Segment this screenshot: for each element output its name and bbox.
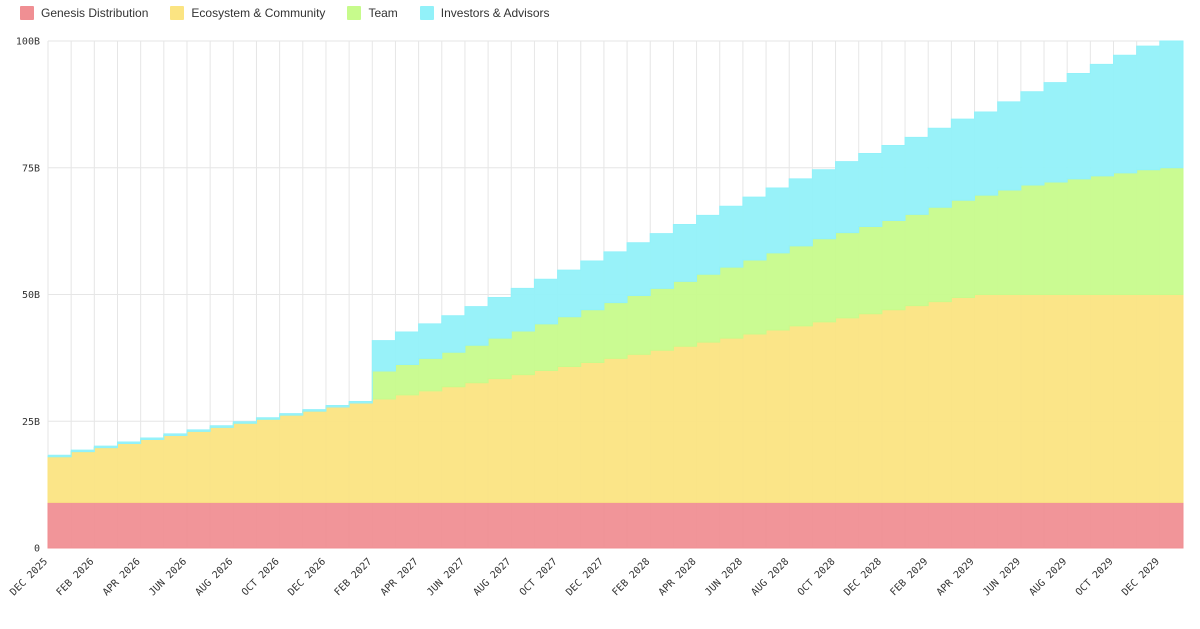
x-tick-label: DEC 2026 — [286, 556, 328, 598]
y-tick-label: 0 — [34, 544, 40, 555]
legend-swatch — [347, 6, 362, 20]
legend-item[interactable]: Ecosystem & Community — [170, 6, 325, 20]
x-tick-label: AUG 2026 — [194, 556, 236, 598]
x-tick-label: DEC 2025 — [8, 556, 50, 598]
y-axis-ticks: 0 25B 50B 75B 100B — [16, 37, 40, 555]
x-tick-label: DEC 2029 — [1120, 556, 1162, 598]
legend-label: Ecosystem & Community — [191, 6, 326, 20]
x-tick-label: FEB 2028 — [611, 556, 653, 598]
x-tick-label: JUN 2029 — [981, 556, 1023, 598]
x-tick-label: OCT 2026 — [240, 556, 282, 598]
legend-label: Investors & Advisors — [440, 6, 550, 20]
y-tick-label: 50B — [22, 290, 40, 301]
y-tick-label: 100B — [16, 37, 40, 48]
x-tick-label: FEB 2026 — [55, 556, 97, 598]
x-tick-label: OCT 2029 — [1074, 556, 1116, 598]
chart-legend: Genesis Distribution Ecosystem & Communit… — [20, 5, 550, 21]
x-tick-label: APR 2028 — [657, 556, 699, 598]
legend-label: Team — [368, 6, 398, 20]
x-tick-label: AUG 2028 — [750, 556, 792, 598]
x-tick-label: AUG 2027 — [472, 556, 514, 598]
x-tick-label: JUN 2027 — [425, 556, 467, 598]
legend-label: Genesis Distribution — [41, 6, 149, 20]
x-tick-label: APR 2029 — [935, 556, 977, 598]
series-area[interactable] — [47, 40, 1184, 458]
x-tick-label: DEC 2027 — [564, 556, 606, 598]
legend-item[interactable]: Team — [347, 6, 398, 20]
x-tick-label: APR 2027 — [379, 556, 421, 598]
y-tick-label: 75B — [22, 163, 40, 174]
legend-swatch — [20, 6, 34, 20]
x-axis-ticks: DEC 2025 FEB 2026 APR 2026 JUN 2026 AUG 2026… — [8, 556, 1162, 598]
x-tick-label: APR 2026 — [101, 556, 143, 598]
x-tick-label: AUG 2029 — [1027, 556, 1069, 598]
x-tick-label: JUN 2026 — [147, 556, 189, 598]
x-tick-label: DEC 2028 — [842, 556, 884, 598]
x-tick-label: OCT 2027 — [518, 556, 560, 598]
x-tick-label: JUN 2028 — [703, 556, 745, 598]
x-tick-label: FEB 2027 — [333, 556, 375, 598]
series-areas — [47, 40, 1184, 549]
legend-swatch — [170, 6, 185, 20]
series-area[interactable] — [47, 501, 1184, 549]
legend-swatch — [419, 6, 434, 20]
x-tick-label: OCT 2028 — [796, 556, 838, 598]
legend-item[interactable]: Investors & Advisors — [419, 6, 550, 20]
y-tick-label: 25B — [22, 417, 40, 428]
x-tick-label: FEB 2029 — [888, 556, 930, 598]
legend-item[interactable]: Genesis Distribution — [20, 6, 148, 20]
